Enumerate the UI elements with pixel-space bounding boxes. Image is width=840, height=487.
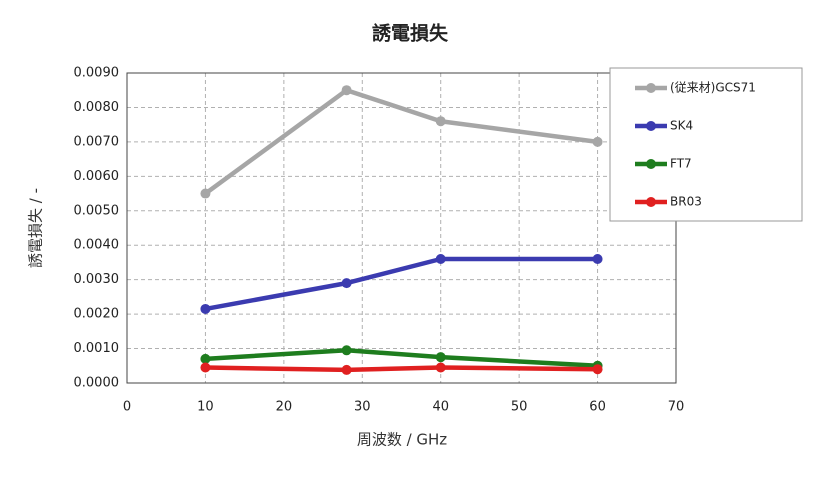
data-point	[435, 362, 446, 373]
x-tick-label: 50	[511, 400, 528, 415]
y-tick-label: 0.0080	[74, 100, 120, 115]
y-tick-label: 0.0030	[74, 272, 120, 287]
legend-marker	[646, 83, 656, 93]
x-tick-label: 0	[123, 400, 131, 415]
data-point	[341, 345, 352, 356]
x-tick-label: 60	[589, 400, 606, 415]
data-point	[341, 85, 352, 96]
legend-label: SK4	[670, 119, 693, 133]
data-point	[592, 254, 603, 264]
x-tick-label: 70	[668, 400, 685, 415]
x-tick-label: 10	[197, 400, 214, 415]
series-line	[205, 365, 598, 373]
x-tick-label: 30	[354, 400, 371, 415]
legend-label: (従来材)GCS71	[670, 81, 756, 95]
y-tick-label: 0.0020	[74, 307, 120, 322]
x-tick-label: 40	[432, 400, 449, 415]
y-tick-label: 0.0010	[74, 341, 120, 356]
data-point	[435, 352, 446, 363]
y-tick-label: 0.0090	[74, 66, 120, 81]
chart-title: 誘電損失	[372, 22, 449, 45]
data-point	[435, 116, 446, 127]
legend-box	[609, 67, 803, 222]
plot-border	[126, 72, 677, 384]
y-tick-label: 0.0070	[74, 134, 120, 149]
series-line	[205, 256, 598, 312]
series-line	[205, 348, 598, 369]
series-line	[204, 87, 598, 196]
y-tick-label: 0.0000	[74, 376, 120, 391]
data-point	[592, 136, 603, 147]
y-tick-label: 0.0060	[74, 169, 120, 184]
y-tick-label: 0.0040	[74, 238, 120, 253]
data-point	[435, 254, 446, 264]
data-point	[200, 303, 211, 314]
x-tick-label: 20	[276, 400, 293, 415]
legend-marker	[646, 159, 656, 169]
x-axis-label: 周波数 / GHz	[357, 431, 447, 449]
legend-marker	[646, 197, 656, 207]
legend-label: FT7	[670, 157, 692, 171]
legend-marker	[646, 121, 656, 131]
data-point	[200, 362, 211, 373]
legend-label: BR03	[670, 195, 702, 209]
data-point	[341, 364, 352, 375]
data-point	[341, 278, 352, 289]
y-tick-label: 0.0050	[74, 203, 120, 218]
data-point	[592, 364, 603, 375]
data-point	[200, 353, 211, 364]
y-axis-label: 誘電損失 / -	[27, 188, 45, 268]
data-point	[200, 188, 211, 199]
legend: (従来材)GCS71 SK4 FT7 BR03	[609, 67, 803, 222]
